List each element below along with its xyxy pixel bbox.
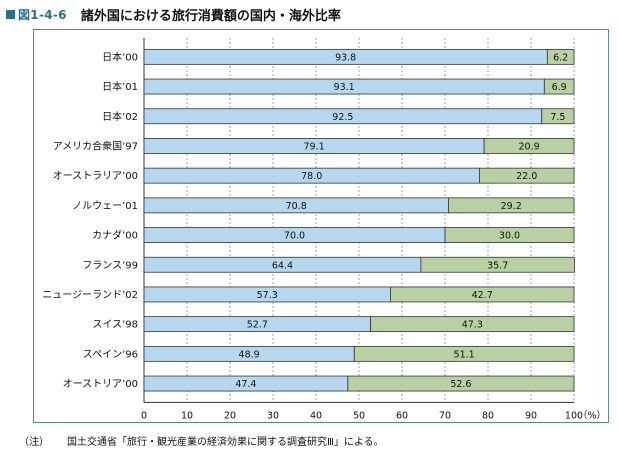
category-label: ニュージーランド’02 (42, 289, 138, 301)
category-label: スペイン’96 (83, 349, 138, 360)
foreign-value-label: 20.9 (518, 141, 539, 152)
foreign-bar (389, 286, 575, 303)
category-label: 日本’00 (102, 50, 138, 63)
figure-title: 諸外国における旅行消費額の国内・海外比率 (80, 8, 341, 24)
title-square-icon (6, 9, 15, 19)
foreign-bar (546, 48, 575, 65)
x-tick-label: 80 (482, 410, 494, 421)
category-label: 日本’02 (102, 110, 138, 123)
footnote-text: 国土交通省「旅行・観光産業の経済効果に関する調査研究Ⅲ」による。 (67, 437, 384, 448)
foreign-bar (353, 345, 575, 362)
foreign-bar (370, 316, 575, 333)
domestic-value-label: 47.4 (235, 379, 256, 390)
foreign-value-label: 42.7 (472, 290, 493, 301)
x-tick-label: 20 (224, 410, 236, 421)
x-axis: 0 10 20 30 40 50 60 70 80 90 100（%） (141, 401, 606, 421)
foreign-value-label: 7.5 (550, 112, 565, 123)
foreign-value-label: 30.0 (499, 231, 520, 242)
domestic-value-label: 93.8 (335, 52, 356, 63)
x-tick-label: 60 (396, 410, 408, 421)
category-labels: 日本’00 日本’01 日本’02 アメリカ合衆国’97 オーストラリア’00 ノルウェー… (42, 50, 138, 390)
x-tick-label: 70 (439, 410, 451, 421)
grid-lines (143, 38, 575, 403)
chart-frame: 93.8 6.2 93.1 6.9 92.5 7.5 79.1 20.9 78.0 22.0 70.… (33, 29, 609, 453)
domestic-value-label: 93.1 (334, 82, 355, 93)
foreign-bar (543, 78, 575, 95)
x-tick-label: 40 (310, 410, 322, 421)
domestic-value-label: 70.0 (284, 231, 305, 242)
chart: 93.8 6.2 93.1 6.9 92.5 7.5 79.1 20.9 78.0 22.0 70.… (42, 38, 606, 453)
foreign-value-label: 47.3 (462, 320, 483, 331)
foreign-bar (483, 138, 575, 154)
foreign-value-label: 22.0 (516, 171, 537, 182)
foreign-value-label: 35.7 (487, 260, 508, 271)
foreign-bar (448, 197, 575, 214)
category-label: スイス’98 (92, 320, 138, 331)
domestic-value-label: 57.3 (257, 290, 278, 301)
domestic-value-label: 52.7 (247, 320, 268, 331)
domestic-value-label: 70.8 (286, 201, 307, 212)
category-label: オーストラリア’00 (53, 170, 138, 182)
domestic-value-label: 64.4 (272, 260, 293, 271)
foreign-value-label: 29.2 (501, 201, 522, 212)
foreign-bar (541, 108, 575, 125)
foreign-value-label: 6.9 (552, 82, 567, 93)
footnote-label: （注） (19, 437, 49, 448)
foreign-bar (444, 227, 575, 243)
foreign-bar (420, 256, 575, 273)
figure-id: 図1-4-6 (18, 7, 67, 22)
category-label: フランス’99 (82, 259, 138, 271)
x-tick-label: 90 (525, 410, 537, 421)
foreign-value-label: 6.2 (553, 52, 568, 63)
x-unit-label: （%） (578, 409, 606, 421)
x-tick-label: 50 (353, 410, 365, 421)
x-tick-label: 30 (267, 410, 279, 421)
domestic-value-label: 79.1 (303, 141, 324, 152)
foreign-value-label: 52.6 (450, 379, 471, 390)
category-label: オーストリア’00 (63, 378, 138, 390)
figure-header: 図1-4-6 諸外国における旅行消費額の国内・海外比率 (6, 4, 341, 24)
domestic-value-label: 78.0 (301, 171, 322, 182)
domestic-value-label: 48.9 (239, 349, 260, 360)
foreign-value-label: 51.1 (454, 349, 475, 360)
domestic-value-label: 92.5 (332, 112, 353, 123)
category-label: カナダ’00 (92, 229, 138, 242)
category-label: ノルウェー’01 (72, 200, 138, 212)
x-tick-label: 10 (181, 410, 193, 421)
foreign-bar (347, 375, 575, 392)
category-label: アメリカ合衆国’97 (53, 139, 138, 152)
category-label: 日本’01 (102, 80, 138, 93)
x-tick-label: 100 (565, 410, 583, 421)
bars: 93.8 6.2 93.1 6.9 92.5 7.5 79.1 20.9 78.0 22.0 70.… (143, 48, 575, 392)
foreign-bar (478, 167, 575, 184)
x-tick-label: 0 (141, 410, 147, 421)
footnote: （注） 国土交通省「旅行・観光産業の経済効果に関する調査研究Ⅲ」による。 (19, 433, 384, 448)
